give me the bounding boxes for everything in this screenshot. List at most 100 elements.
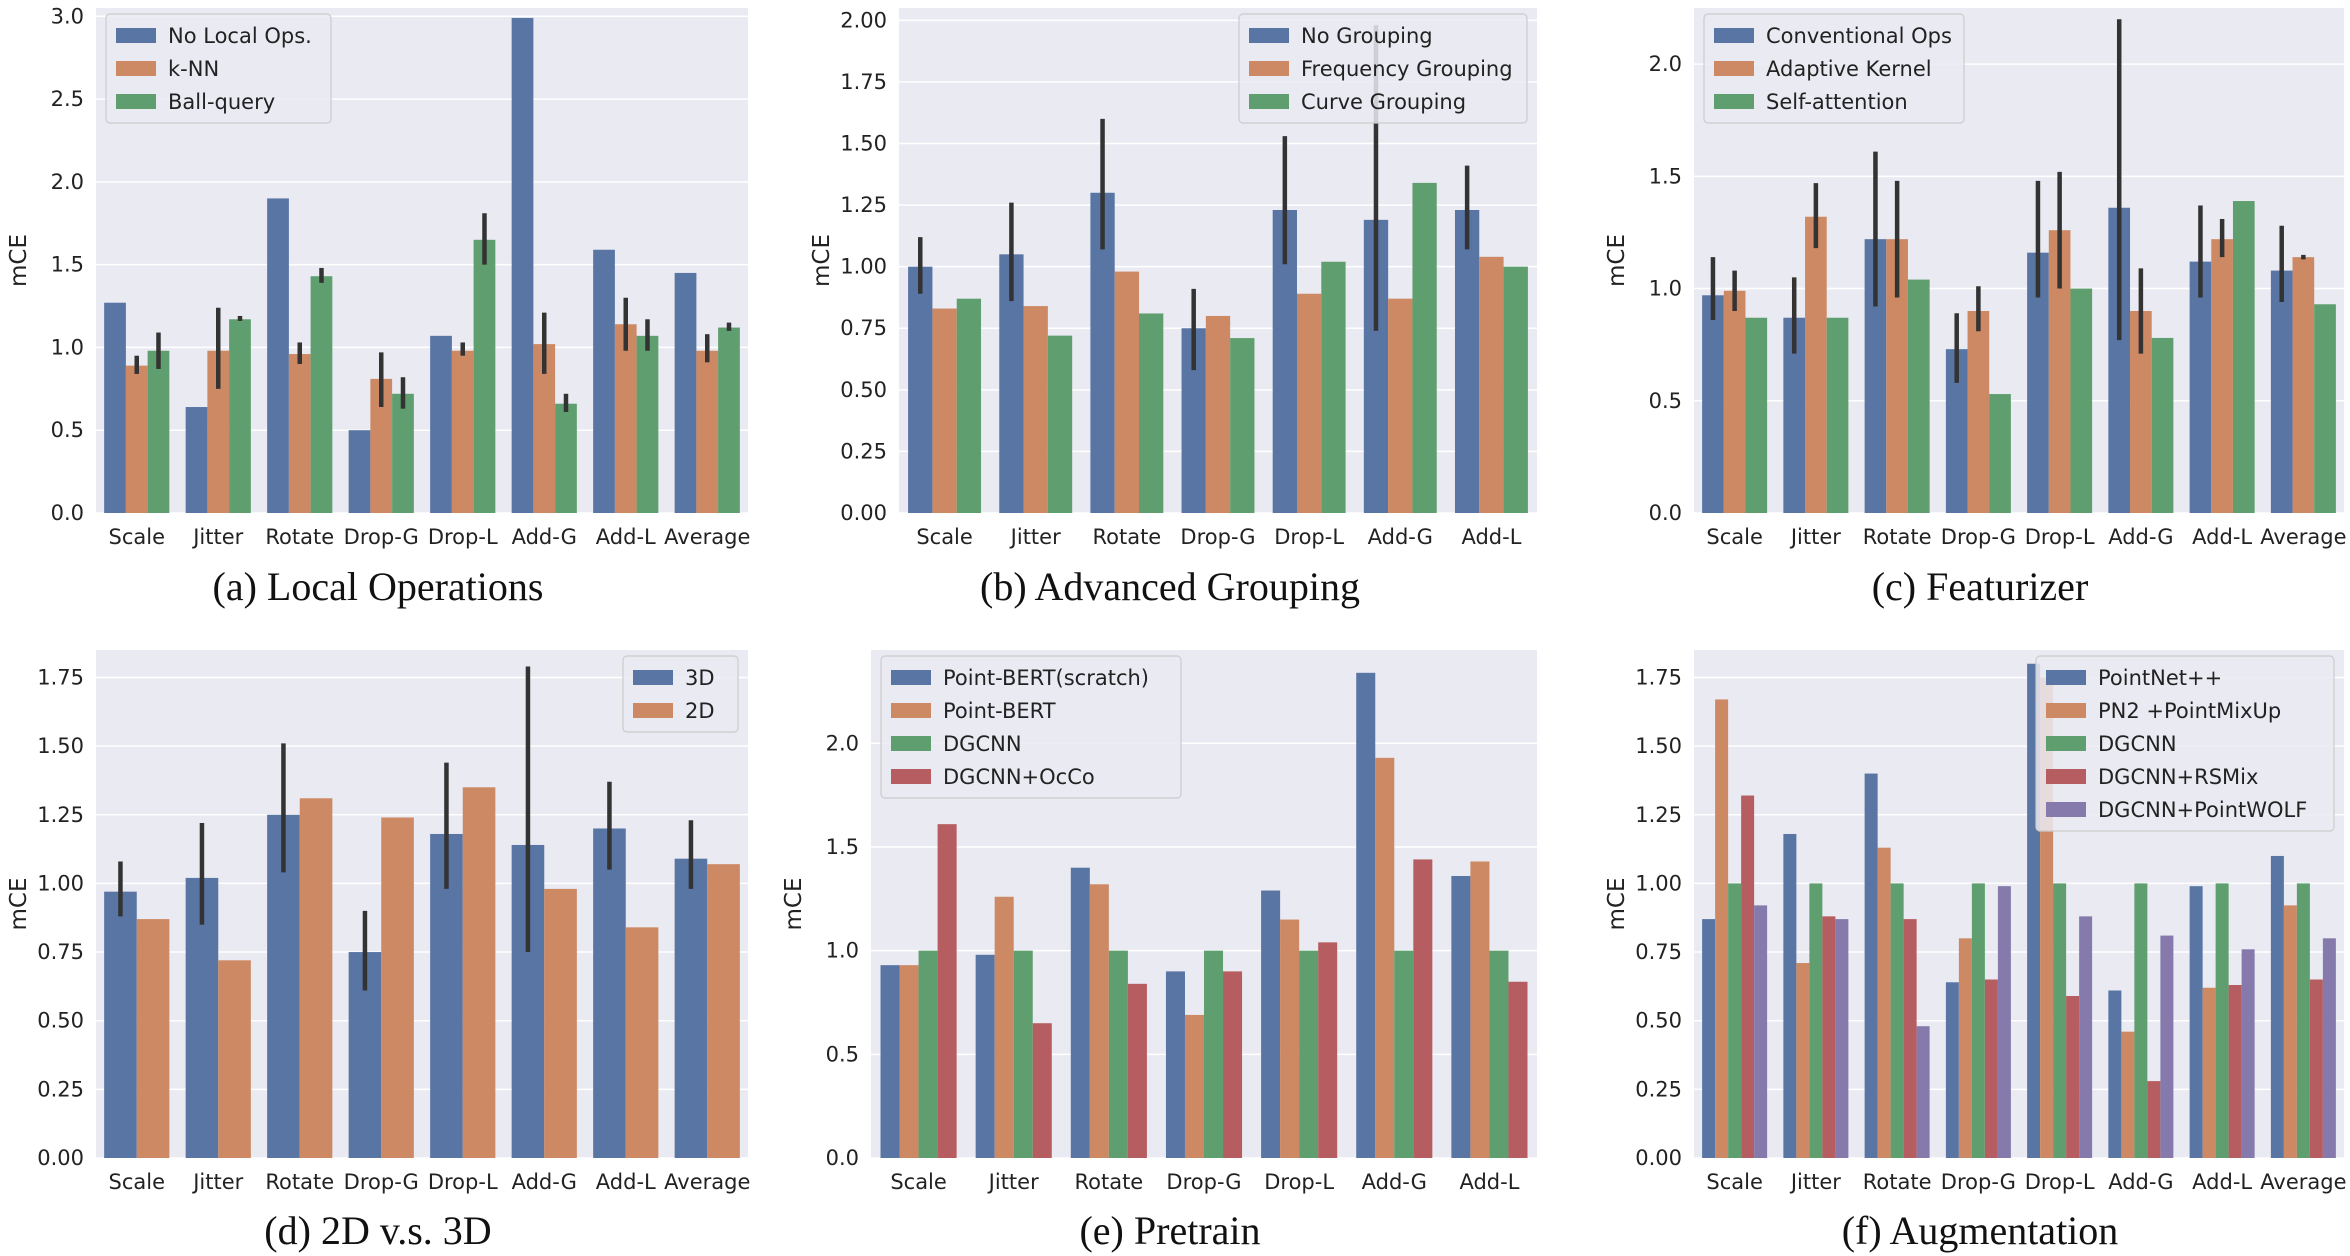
bar	[1864, 239, 1887, 513]
y-axis-label: mCE	[6, 234, 32, 287]
legend-label: DGCNN+PointWOLF	[2098, 798, 2307, 822]
bar	[2228, 985, 2242, 1158]
legend-label: Ball-query	[168, 90, 275, 114]
y-tick-label: 1.25	[1635, 803, 1682, 827]
bar	[2151, 337, 2174, 513]
bar	[1822, 916, 1836, 1158]
bar	[1165, 971, 1185, 1158]
y-tick-label: 3.0	[51, 4, 84, 28]
legend-label: PointNet++	[2098, 666, 2222, 690]
bar	[1907, 279, 1930, 513]
bar	[392, 393, 414, 513]
chart-pretrain: 0.0 0.5 1.0 1.5 2.0 Scale Jitter Rotate Drop-G Dr…	[781, 650, 1537, 1253]
legend-label: Conventional Ops	[1766, 24, 1952, 48]
bar	[1047, 335, 1073, 513]
bar	[1321, 261, 1346, 513]
legend-swatch	[1714, 61, 1754, 76]
y-tick-label: 0.0	[51, 501, 84, 525]
legend-swatch	[633, 703, 673, 718]
y-tick-label: 2.00	[840, 8, 887, 32]
y-tick-label: 1.00	[840, 255, 887, 279]
bar	[2241, 949, 2255, 1158]
bar	[908, 266, 933, 513]
legend-swatch	[116, 94, 156, 109]
bar	[555, 403, 577, 513]
bar	[696, 350, 719, 513]
bar	[1809, 883, 1823, 1158]
bar	[956, 298, 982, 513]
bar	[1413, 859, 1433, 1158]
bar	[348, 430, 371, 513]
bar	[267, 198, 289, 513]
bar	[1280, 919, 1300, 1158]
legend: Point-BERT(scratch) Point-BERT DGCNN DGCNN+…	[880, 655, 1182, 799]
x-tick-label: Drop-G	[344, 1170, 419, 1194]
y-tick-label: 0.5	[826, 1042, 859, 1066]
y-tick-label: 0.50	[1635, 1009, 1682, 1033]
x-tick-label: Rotate	[265, 1170, 334, 1194]
bar	[2215, 883, 2229, 1158]
legend-swatch	[1249, 61, 1289, 76]
x-tick-label: Add-G	[2108, 1170, 2173, 1194]
bar	[288, 354, 311, 513]
x-tick-label: Add-G	[1362, 1170, 1427, 1194]
bar	[2189, 261, 2212, 513]
legend-label: k-NN	[168, 57, 219, 81]
bar	[1261, 890, 1281, 1158]
bar	[2108, 207, 2131, 513]
y-axis-label: mCE	[6, 878, 32, 931]
y-tick-label: 1.25	[37, 803, 84, 827]
legend-swatch	[891, 769, 931, 784]
legend-label: Curve Grouping	[1301, 90, 1466, 114]
bar	[1108, 950, 1128, 1158]
legend-label: DGCNN	[943, 732, 1022, 756]
x-tick-label: Rotate	[1863, 1170, 1932, 1194]
x-tick-label: Drop-G	[1941, 525, 2016, 549]
legend-box	[880, 655, 1182, 799]
bar	[2292, 257, 2315, 513]
bar	[1089, 884, 1109, 1158]
bar	[207, 350, 230, 513]
y-tick-label: 0.25	[840, 439, 887, 463]
bar	[104, 302, 126, 513]
legend-swatch	[2046, 703, 2086, 718]
legend-swatch	[633, 670, 673, 685]
legend-box	[105, 13, 332, 124]
legend-swatch	[891, 670, 931, 685]
bar	[104, 891, 137, 1158]
x-tick-label: Average	[664, 525, 750, 549]
subplot-caption: (b) Advanced Grouping	[980, 564, 1360, 609]
x-tick-label: Rotate	[1092, 525, 1161, 549]
x-tick-label: Drop-G	[1180, 525, 1255, 549]
bar	[1877, 847, 1891, 1158]
bar	[1826, 317, 1849, 513]
x-tick-label: Drop-L	[1264, 1170, 1334, 1194]
legend-swatch	[1714, 94, 1754, 109]
x-tick-label: Jitter	[1789, 525, 1841, 549]
bar	[636, 335, 659, 513]
y-tick-label: 0.75	[840, 316, 887, 340]
bar	[707, 864, 740, 1158]
bar	[1230, 338, 1255, 513]
bar	[2130, 311, 2152, 513]
bar	[1723, 290, 1746, 513]
bar	[937, 824, 957, 1158]
y-tick-label: 1.5	[826, 835, 859, 859]
legend-box	[2035, 655, 2335, 832]
x-tick-label: Jitter	[191, 525, 243, 549]
y-tick-label: 1.5	[1649, 164, 1682, 188]
y-tick-label: 1.50	[37, 734, 84, 758]
bar	[1139, 313, 1164, 513]
legend-swatch	[891, 703, 931, 718]
legend-swatch	[2046, 670, 2086, 685]
legend-label: Point-BERT(scratch)	[943, 666, 1149, 690]
y-tick-label: 0.00	[37, 1146, 84, 1170]
bar	[1835, 919, 1849, 1158]
x-tick-label: Add-G	[2108, 525, 2173, 549]
x-tick-label: Scale	[1706, 525, 1763, 549]
bar	[1796, 963, 1810, 1158]
x-tick-label: Drop-G	[344, 525, 419, 549]
x-tick-label: Jitter	[191, 1170, 243, 1194]
x-tick-label: Add-L	[2192, 1170, 2252, 1194]
bar	[994, 896, 1014, 1158]
